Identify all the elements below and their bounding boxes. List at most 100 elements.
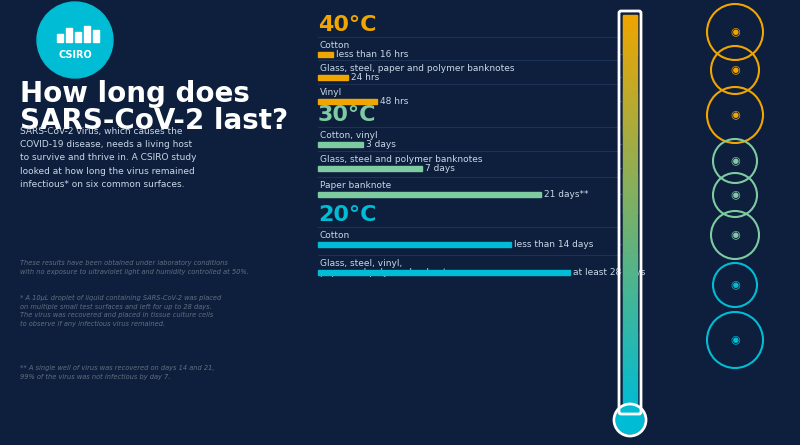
Bar — [623, 243, 637, 246]
Bar — [623, 370, 637, 372]
Bar — [623, 386, 637, 388]
Bar — [623, 251, 637, 254]
Bar — [623, 328, 637, 331]
Bar — [623, 81, 637, 84]
Bar — [623, 374, 637, 376]
Bar — [623, 18, 637, 21]
Bar — [623, 56, 637, 58]
Bar — [623, 323, 637, 325]
Bar — [623, 162, 637, 165]
Bar — [623, 214, 637, 216]
Text: ◉: ◉ — [730, 110, 740, 120]
Bar — [623, 388, 637, 390]
Text: 48 hrs: 48 hrs — [381, 97, 409, 106]
Bar — [623, 206, 637, 209]
Bar — [623, 153, 637, 155]
Bar — [623, 275, 637, 278]
Bar — [623, 180, 637, 183]
Text: at least 28 days: at least 28 days — [574, 268, 646, 277]
Bar — [623, 151, 637, 153]
Bar — [623, 364, 637, 367]
Bar — [623, 32, 637, 35]
Bar — [623, 74, 637, 76]
Bar — [623, 234, 637, 236]
Bar — [623, 60, 637, 62]
Bar — [623, 44, 637, 47]
Text: Glass, steel, vinyl,: Glass, steel, vinyl, — [320, 259, 402, 268]
Bar — [623, 182, 637, 185]
Bar — [623, 299, 637, 301]
Bar — [66, 28, 72, 42]
Bar — [623, 204, 637, 206]
Bar — [623, 30, 637, 33]
Bar — [623, 121, 637, 124]
Bar — [623, 250, 637, 252]
Bar — [623, 348, 637, 351]
Bar — [623, 52, 637, 54]
Bar — [623, 145, 637, 147]
Bar — [623, 346, 637, 349]
Bar — [623, 277, 637, 279]
Bar — [623, 224, 637, 227]
Bar — [623, 194, 637, 197]
Bar — [93, 30, 99, 42]
Bar — [623, 113, 637, 116]
Bar — [623, 22, 637, 25]
Bar — [623, 84, 637, 86]
Text: less than 16 hrs: less than 16 hrs — [336, 50, 408, 59]
Text: Cotton, vinyl: Cotton, vinyl — [320, 131, 378, 140]
Circle shape — [37, 2, 113, 78]
Text: 40°C: 40°C — [318, 15, 377, 35]
Bar — [623, 36, 637, 39]
Bar — [623, 327, 637, 329]
Bar — [623, 58, 637, 61]
Bar — [623, 97, 637, 100]
Bar — [623, 141, 637, 143]
Bar — [623, 48, 637, 51]
Bar — [623, 392, 637, 394]
Text: 20°C: 20°C — [318, 205, 377, 225]
Bar — [318, 166, 422, 171]
Bar — [623, 216, 637, 218]
Text: 21 days**: 21 days** — [544, 190, 588, 199]
Bar — [623, 111, 637, 114]
Bar — [623, 28, 637, 31]
Bar — [623, 192, 637, 195]
Bar — [623, 170, 637, 173]
Text: SARS-CoV-2 last?: SARS-CoV-2 last? — [20, 107, 288, 135]
Bar — [623, 117, 637, 120]
Text: less than 14 days: less than 14 days — [514, 240, 594, 249]
Text: 30°C: 30°C — [318, 105, 377, 125]
Bar — [623, 178, 637, 181]
Bar — [623, 283, 637, 286]
Bar — [623, 210, 637, 213]
Bar — [623, 336, 637, 339]
Bar — [623, 350, 637, 353]
Bar — [623, 70, 637, 72]
Bar — [623, 319, 637, 321]
Bar — [623, 396, 637, 398]
Bar — [623, 89, 637, 92]
Bar — [623, 123, 637, 125]
Bar — [623, 208, 637, 210]
Bar — [623, 340, 637, 343]
Bar — [623, 188, 637, 191]
Bar — [623, 240, 637, 242]
Bar — [623, 228, 637, 230]
Bar — [623, 313, 637, 315]
Bar — [623, 129, 637, 132]
Bar — [623, 137, 637, 139]
Bar — [623, 157, 637, 159]
Bar — [623, 119, 637, 121]
Text: ◉: ◉ — [730, 335, 740, 345]
Bar — [623, 20, 637, 23]
Bar — [623, 127, 637, 129]
Bar — [623, 247, 637, 250]
Bar — [623, 263, 637, 266]
Bar — [623, 259, 637, 262]
Bar — [623, 50, 637, 53]
Text: Paper banknote: Paper banknote — [320, 181, 391, 190]
Bar — [623, 177, 637, 179]
Bar — [623, 384, 637, 386]
Bar — [623, 408, 637, 410]
